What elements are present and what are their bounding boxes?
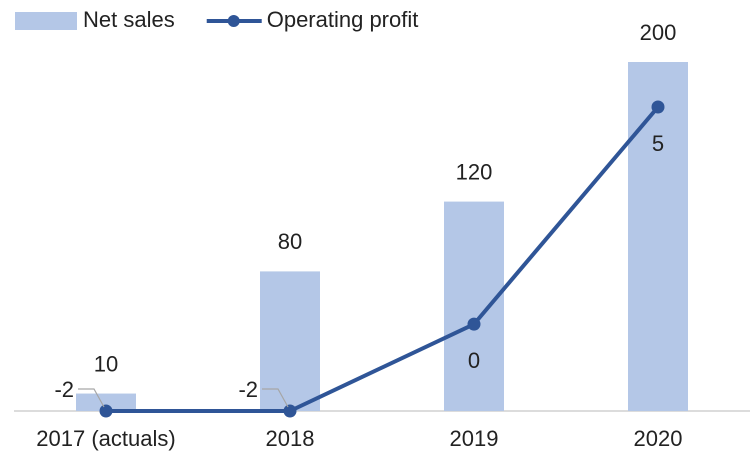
x-tick-label: 2020 bbox=[634, 426, 683, 451]
bar-value-label: 80 bbox=[278, 229, 302, 254]
bar-value-label: 10 bbox=[94, 351, 118, 376]
line bbox=[106, 105, 660, 413]
bar bbox=[260, 271, 320, 411]
bar bbox=[444, 201, 504, 411]
x-tick-label: 2017 (actuals) bbox=[36, 426, 175, 451]
leader-line bbox=[78, 388, 105, 408]
x-tick-label: 2019 bbox=[450, 426, 499, 451]
line-marker bbox=[651, 100, 665, 114]
legend-label: Net sales bbox=[83, 7, 175, 32]
bar bbox=[628, 62, 688, 411]
line-marker bbox=[467, 317, 481, 331]
legend-label: Operating profit bbox=[267, 7, 419, 32]
line-value-label: -2 bbox=[54, 377, 74, 402]
leader-line bbox=[262, 388, 289, 408]
x-tick-label: 2018 bbox=[266, 426, 315, 451]
line-marker bbox=[283, 404, 297, 418]
legend-swatch bbox=[227, 15, 240, 27]
line-value-label: 0 bbox=[468, 348, 480, 373]
line-value-label: 5 bbox=[652, 131, 664, 156]
bar-value-label: 120 bbox=[456, 159, 493, 184]
line-value-label: -2 bbox=[238, 377, 258, 402]
line-marker bbox=[99, 404, 113, 418]
bar bbox=[76, 393, 136, 411]
bar-value-label: 200 bbox=[640, 20, 677, 45]
legend-swatch bbox=[15, 12, 77, 30]
